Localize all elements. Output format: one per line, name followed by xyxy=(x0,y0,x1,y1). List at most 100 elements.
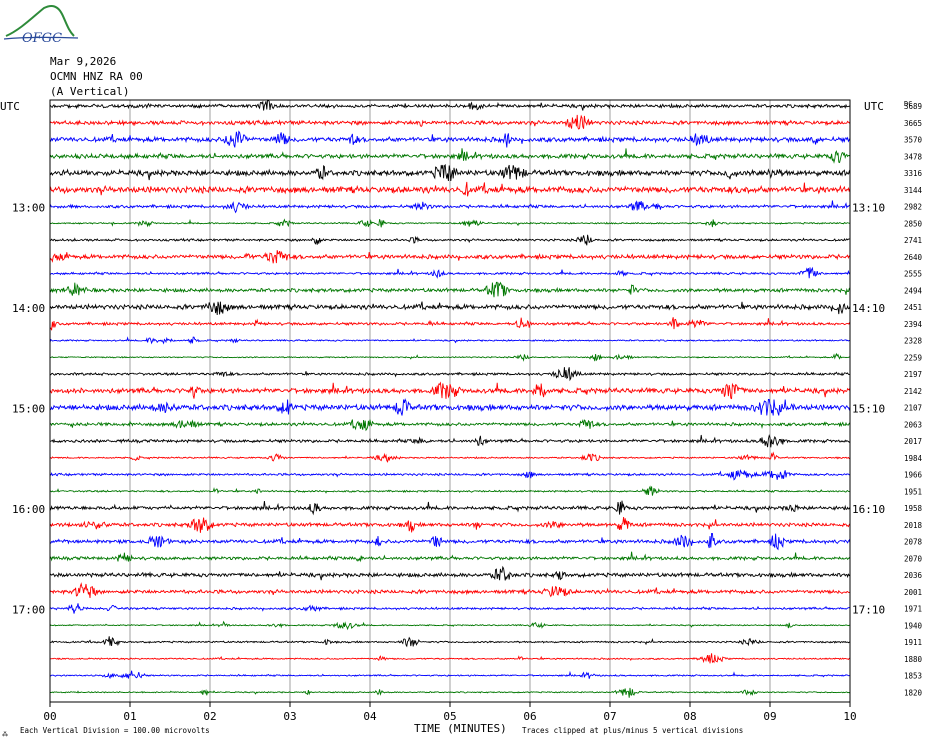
x-tick-label: 00 xyxy=(43,710,56,723)
dc-offset-label: 1958 xyxy=(904,504,923,513)
header-station: OCMN HNZ RA 00 xyxy=(50,70,143,83)
dc-offset-label: 2982 xyxy=(904,203,922,212)
left-axis-title: UTC xyxy=(0,100,20,113)
minute-gridlines xyxy=(129,100,771,702)
x-tick-label: 02 xyxy=(203,710,216,723)
dc-offset-label: 3570 xyxy=(904,136,923,145)
trace-row xyxy=(49,234,850,246)
trace-row xyxy=(49,114,851,130)
trace-row xyxy=(49,582,851,599)
left-hour-labels: 13:00 14:00 15:00 16:00 17:00 xyxy=(12,202,45,617)
dc-offset-label: 2063 xyxy=(904,420,922,429)
trace-row xyxy=(49,485,851,496)
dc-offset-label: 1911 xyxy=(904,638,922,647)
dc-offset-label: 2328 xyxy=(904,337,923,346)
trace-row xyxy=(49,163,851,182)
dc-offset-label: 3316 xyxy=(904,169,923,178)
dc-offset-label: 2018 xyxy=(904,521,923,530)
trace-row xyxy=(49,451,851,463)
dc-offset-label: 1951 xyxy=(904,487,922,496)
trace-row xyxy=(49,148,851,164)
x-tick-label: 03 xyxy=(283,710,296,723)
trace-row xyxy=(49,653,851,664)
trace-row xyxy=(49,469,851,481)
dc-offset-label: 3689 xyxy=(904,102,922,111)
trace-row xyxy=(49,533,851,551)
dc-offset-label: 2078 xyxy=(904,538,923,547)
trace-row xyxy=(49,565,851,581)
x-tick-label: 10 xyxy=(843,710,856,723)
dc-offset-label: 2142 xyxy=(904,387,922,396)
trace-row xyxy=(49,620,851,631)
dc-offset-label: 2741 xyxy=(904,236,922,245)
dc-offset-label: 2017 xyxy=(904,437,922,446)
trace-row xyxy=(49,381,851,400)
left-hour-label: 15:00 xyxy=(12,403,45,416)
dc-offset-label: 3478 xyxy=(904,152,923,161)
right-hour-label: 17:10 xyxy=(852,604,885,617)
trace-row xyxy=(49,434,851,448)
dc-offset-label: 1971 xyxy=(904,605,922,614)
dc-offset-label: 2259 xyxy=(904,353,922,362)
left-hour-label: 16:00 xyxy=(12,503,45,516)
dc-offset-label: 2555 xyxy=(904,270,922,279)
trace-row xyxy=(49,603,851,614)
trace-row xyxy=(49,367,851,382)
trace-row xyxy=(49,266,851,279)
dc-offset-label: 2107 xyxy=(904,404,922,413)
dc-column-title: DC xyxy=(904,100,912,108)
right-hour-label: 16:10 xyxy=(852,503,885,516)
trace-row xyxy=(49,130,851,148)
left-hour-label: 17:00 xyxy=(12,604,45,617)
left-hour-label: 13:00 xyxy=(12,202,45,215)
dc-offset-label: 2036 xyxy=(904,571,923,580)
header-component: (A Vertical) xyxy=(50,85,129,98)
clip-note: Traces clipped at plus/minus 5 vertical … xyxy=(522,726,743,735)
dc-offset-label: 1940 xyxy=(904,621,923,630)
trace-row xyxy=(49,99,851,111)
dc-offset-label: 1820 xyxy=(904,688,923,697)
trace-row xyxy=(49,687,851,698)
x-tick-label: 06 xyxy=(523,710,536,723)
dc-offset-label: 2070 xyxy=(904,554,923,563)
dc-offset-label: 1853 xyxy=(904,672,922,681)
left-hour-label: 14:00 xyxy=(12,302,45,315)
dc-offset-label: 1880 xyxy=(904,655,923,664)
right-hour-label: 13:10 xyxy=(852,202,885,215)
dc-offset-label: 2001 xyxy=(904,588,922,597)
x-tick-label: 09 xyxy=(763,710,776,723)
scale-note: Each Vertical Division = 100.00 microvol… xyxy=(20,726,210,735)
dc-offset-label: 3665 xyxy=(904,119,922,128)
corner-mark: ⁂ xyxy=(2,731,8,738)
trace-row xyxy=(49,517,851,533)
dc-offset-label: 2197 xyxy=(904,370,922,379)
dc-offset-label: 2850 xyxy=(904,219,923,228)
ofgc-logo: OFGC xyxy=(3,5,79,46)
trace-row xyxy=(49,670,851,679)
trace-row xyxy=(49,218,851,228)
x-tick-label: 05 xyxy=(443,710,456,723)
logo-text: OFGC xyxy=(22,31,62,46)
trace-row xyxy=(49,336,851,345)
x-tick-label: 04 xyxy=(363,710,377,723)
trace-row xyxy=(49,250,851,264)
dc-offset-label: 3144 xyxy=(904,186,923,195)
x-tick-labels: 00 01 02 03 04 05 06 07 08 09 10 xyxy=(43,702,857,723)
trace-row xyxy=(49,281,851,298)
trace-row xyxy=(49,301,851,316)
dc-offset-label: 2394 xyxy=(904,320,923,329)
seismic-traces xyxy=(49,99,851,698)
right-hour-label: 14:10 xyxy=(852,302,885,315)
trace-row xyxy=(49,551,851,563)
right-hour-labels: 13:10 14:10 15:10 16:10 17:10 xyxy=(852,202,885,617)
dc-offset-label: 2451 xyxy=(904,303,922,312)
x-axis-label: TIME (MINUTES) xyxy=(414,722,507,735)
x-tick-label: 08 xyxy=(683,710,696,723)
dc-offset-label: 2494 xyxy=(904,286,923,295)
trace-row xyxy=(49,500,851,516)
x-tick-label: 07 xyxy=(603,710,616,723)
right-hour-label: 15:10 xyxy=(852,403,885,416)
trace-row xyxy=(49,200,851,214)
trace-row xyxy=(49,181,851,197)
